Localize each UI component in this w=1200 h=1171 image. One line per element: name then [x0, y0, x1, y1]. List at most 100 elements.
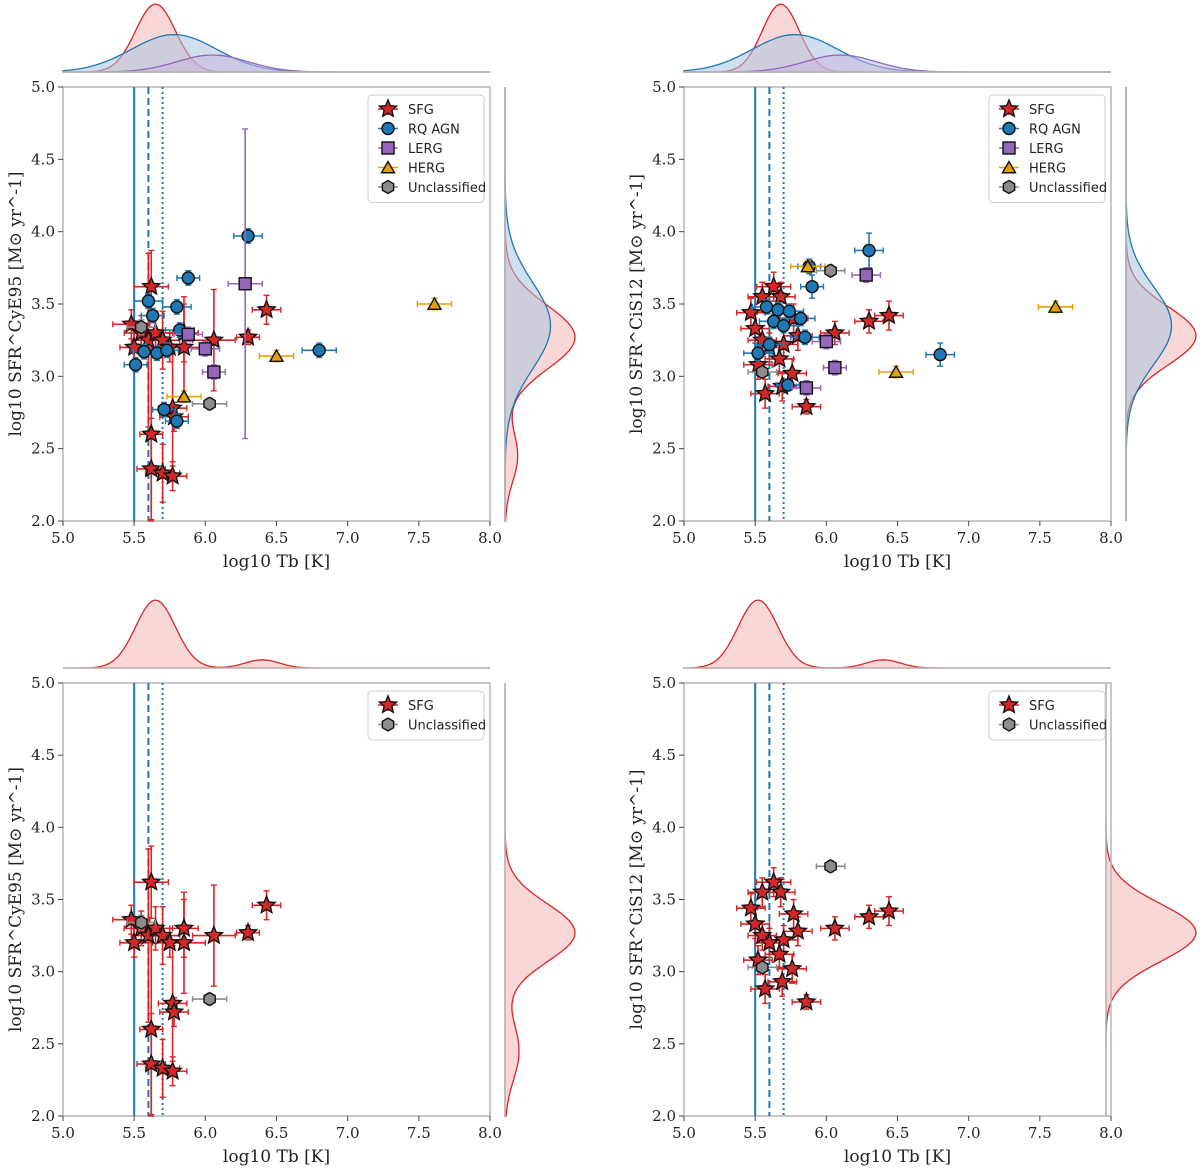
- panel-top-right: 5.0 5.5 6.0 6.5 7.0 7.5 8.0 2.0 2.5 3.0 3.5 4.0 4.5 5…: [627, 3, 1197, 572]
- legend-box: [988, 690, 1106, 741]
- x-tick-label: 7.5: [1028, 1124, 1052, 1142]
- circle-marker: [782, 304, 797, 318]
- legend-label: SFG: [1029, 699, 1055, 714]
- star-marker: [173, 931, 195, 952]
- x-tick-label: 5.0: [672, 1124, 696, 1142]
- circle-marker: [781, 378, 795, 392]
- y-axis: 2.0 2.5 3.0 3.5 4.0 4.5 5.0: [31, 674, 63, 1125]
- x-tick-label: 7.0: [957, 529, 981, 547]
- y-tick-label: 3.0: [652, 963, 676, 981]
- star-marker: [754, 382, 776, 403]
- right-marginal: [1125, 87, 1197, 521]
- series-herg: [166, 296, 453, 404]
- star-marker: [740, 301, 762, 322]
- legend-triangle-icon: [1001, 160, 1017, 174]
- star-marker: [771, 970, 793, 991]
- star-marker: [740, 897, 762, 917]
- x-axis: 5.0 5.5 6.0 6.5 7.0 7.5 8.0: [672, 521, 1123, 547]
- y-axis-label: log10 SFR^CyE95 [M⊙ yr^-1]: [6, 172, 26, 437]
- panel-top-left: 5.0 5.5 6.0 6.5 7.0 7.5 8.0 2.0 2.5 3.0 3.5 4.0 4.5 5…: [6, 3, 576, 572]
- series-lerg: [173, 128, 263, 440]
- legend-label: SFG: [408, 699, 434, 714]
- star-marker: [878, 900, 900, 920]
- legend: SFG Unclassified: [367, 690, 486, 741]
- hexagon-marker: [134, 319, 148, 335]
- y-axis-label: log10 SFR^CiS12 [M⊙ yr^-1]: [627, 769, 647, 1029]
- x-tick-label: 7.5: [407, 1124, 431, 1142]
- x-tick-label: 5.0: [51, 1124, 75, 1142]
- legend-circle-icon: [1002, 121, 1016, 136]
- top-marginal: [683, 3, 1111, 73]
- panel-bottom-right: 5.0 5.5 6.0 6.5 7.0 7.5 8.0 2.0 2.5 3.0 3.5 4.0 4.5 5…: [627, 599, 1197, 1167]
- y-tick-label: 3.5: [652, 891, 676, 909]
- legend-label: Unclassified: [408, 181, 486, 196]
- circle-marker: [137, 345, 151, 359]
- star-marker: [770, 881, 792, 902]
- kde-right-rq-agn: [1125, 87, 1173, 521]
- circle-marker: [933, 347, 947, 362]
- star-marker: [751, 881, 773, 902]
- legend-label: RQ AGN: [408, 123, 460, 138]
- legend-square-icon: [1002, 141, 1016, 155]
- x-tick-label: 5.5: [122, 529, 146, 547]
- square-marker: [859, 268, 873, 282]
- x-tick-label: 7.0: [336, 1124, 360, 1142]
- kde-top-rq-agn: [62, 33, 490, 73]
- star-marker: [162, 465, 183, 485]
- legend-box: [367, 690, 485, 741]
- square-marker: [799, 381, 814, 395]
- legend: SFG RQ AGN LERG HERG Unclassified: [367, 94, 486, 203]
- x-tick-label: 8.0: [478, 1124, 502, 1142]
- star-marker: [237, 326, 259, 347]
- legend-label: LERG: [408, 142, 443, 157]
- series-unclassified: [747, 858, 846, 975]
- circle-marker: [181, 271, 195, 285]
- circle-marker: [751, 346, 765, 360]
- kde-top-sfg: [63, 599, 490, 669]
- x-axis: 5.0 5.5 6.0 6.5 7.0 7.5 8.0: [51, 521, 502, 547]
- y-axis-label: log10 SFR^CyE95 [M⊙ yr^-1]: [6, 767, 26, 1032]
- square-marker: [819, 334, 834, 349]
- x-tick-label: 5.0: [51, 529, 75, 547]
- x-axis: 5.0 5.5 6.0 6.5 7.0 7.5 8.0: [672, 1116, 1123, 1142]
- x-axis: 5.0 5.5 6.0 6.5 7.0 7.5 8.0: [51, 1116, 502, 1142]
- star-marker: [787, 920, 809, 941]
- series-herg: [790, 258, 1074, 379]
- legend-hexagon-icon: [381, 179, 395, 195]
- top-marginal: [62, 3, 490, 73]
- right-marginal: [1105, 683, 1197, 1116]
- plot-frame: [683, 682, 1112, 1117]
- y-tick-label: 5.0: [31, 78, 55, 96]
- legend-box: [367, 94, 485, 203]
- square-marker: [198, 342, 213, 356]
- y-tick-label: 2.0: [652, 1107, 676, 1125]
- star-marker: [878, 304, 900, 325]
- legend-hexagon-icon: [381, 717, 395, 732]
- legend-star-icon: [377, 694, 399, 714]
- circle-marker: [759, 300, 774, 314]
- x-tick-label: 7.5: [407, 529, 431, 547]
- x-tick-label: 5.5: [743, 529, 767, 547]
- legend-star-icon: [377, 98, 399, 118]
- series-sfg: [112, 249, 282, 522]
- x-tick-label: 8.0: [1099, 529, 1123, 547]
- right-marginal: [504, 87, 576, 522]
- kde-top-rq-agn: [683, 33, 1111, 73]
- star-marker: [237, 921, 259, 942]
- circle-marker: [798, 330, 812, 344]
- triangle-marker: [176, 389, 192, 403]
- circle-marker: [170, 300, 184, 314]
- star-marker: [781, 957, 803, 978]
- series-unclassified: [126, 914, 228, 1007]
- y-tick-label: 2.5: [652, 1035, 676, 1053]
- series-sfg: [112, 845, 282, 1117]
- legend-label: SFG: [1029, 103, 1055, 118]
- x-tick-label: 6.0: [814, 529, 838, 547]
- y-tick-label: 2.5: [652, 440, 676, 458]
- star-marker: [858, 905, 880, 926]
- data-points: [735, 232, 1074, 416]
- hexagon-marker: [824, 263, 837, 279]
- x-tick-label: 6.0: [814, 1124, 838, 1142]
- x-tick-label: 6.5: [265, 1124, 289, 1142]
